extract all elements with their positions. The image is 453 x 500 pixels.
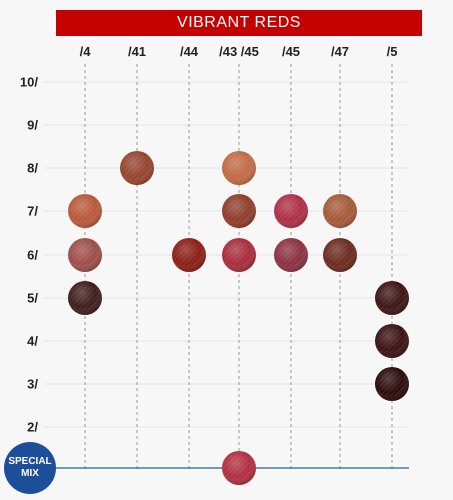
chart-title: VIBRANT REDS bbox=[177, 14, 301, 31]
column-label: /45 bbox=[281, 44, 301, 59]
color-swatch bbox=[364, 281, 420, 315]
column-label: /4 bbox=[79, 44, 91, 59]
color-swatch bbox=[109, 151, 165, 185]
column-label: /5 bbox=[386, 44, 398, 59]
row-label: 8/ bbox=[27, 160, 38, 176]
color-swatch bbox=[57, 281, 113, 315]
column-label: /44 bbox=[179, 44, 199, 59]
color-swatch bbox=[312, 194, 368, 228]
row-label: 6/ bbox=[27, 247, 38, 263]
color-swatch bbox=[263, 194, 319, 228]
row-label: 5/ bbox=[27, 290, 38, 306]
column-label: /47 bbox=[330, 44, 350, 59]
color-swatch bbox=[263, 238, 319, 272]
color-swatch bbox=[312, 238, 368, 272]
column-label: /41 bbox=[127, 44, 147, 59]
color-swatch bbox=[211, 451, 267, 485]
color-swatch bbox=[57, 238, 113, 272]
column-label: /43 /45 bbox=[219, 44, 259, 59]
color-swatch bbox=[161, 238, 217, 272]
row-label: 10/ bbox=[19, 74, 38, 90]
row-label: 4/ bbox=[27, 333, 38, 349]
special-mix-line1: SPECIAL bbox=[8, 456, 52, 467]
color-swatch bbox=[211, 238, 267, 272]
chart-title-banner: VIBRANT REDS bbox=[56, 10, 422, 36]
color-swatch bbox=[57, 194, 113, 228]
special-mix-line2: MIX bbox=[21, 468, 39, 479]
row-label: 2/ bbox=[27, 419, 38, 435]
row-label: 9/ bbox=[27, 117, 38, 133]
color-swatch bbox=[211, 194, 267, 228]
color-swatch bbox=[211, 151, 267, 185]
special-mix-badge: SPECIAL MIX bbox=[4, 442, 56, 494]
color-swatch bbox=[364, 367, 420, 401]
row-label: 3/ bbox=[27, 376, 38, 392]
row-label: 7/ bbox=[27, 203, 38, 219]
color-swatch bbox=[364, 324, 420, 358]
